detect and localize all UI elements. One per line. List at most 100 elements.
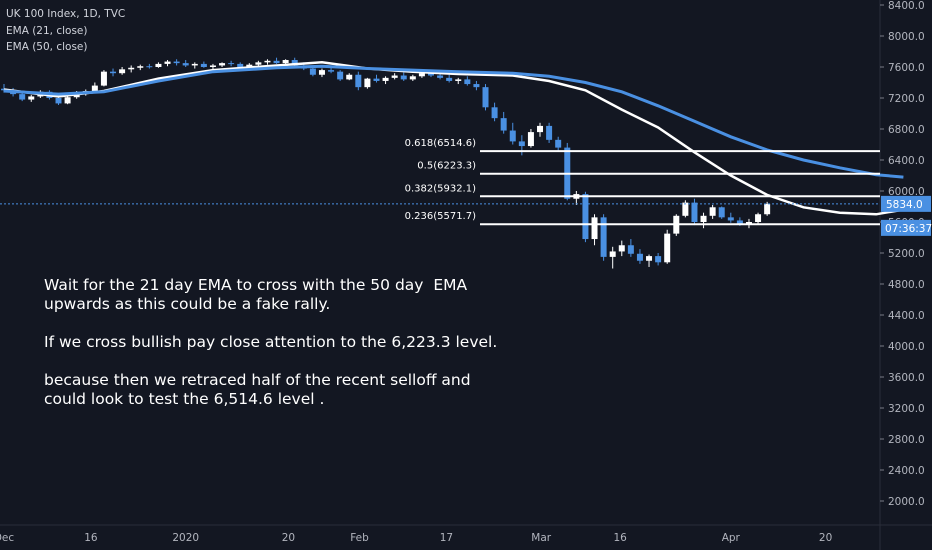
y-tick-label: 3200.0 [888, 403, 925, 415]
annotation-paragraph-2: If we cross bullish pay close attention … [44, 333, 498, 351]
candle-body [28, 96, 35, 100]
candle-body [191, 63, 198, 66]
candle-body [318, 70, 325, 75]
candle-body [264, 60, 271, 63]
candle-body [518, 141, 525, 147]
candle-body [627, 245, 634, 254]
countdown-label: 07:36:37 [885, 223, 932, 235]
ema21-line [3, 61, 904, 216]
candle-body [537, 125, 544, 133]
candle-body [700, 215, 707, 222]
legend-symbol[interactable]: UK 100 Index, 1D, TVC [6, 8, 126, 20]
candle-body [219, 63, 226, 66]
y-tick-label: 6400.0 [888, 155, 925, 167]
candle-body [655, 256, 662, 263]
candle-body [400, 75, 407, 80]
candle-body [682, 202, 689, 216]
candle-body [282, 60, 289, 64]
fib-level-label: 0.618(6514.6) [405, 138, 477, 149]
candle-body [664, 233, 671, 263]
candle-body [546, 125, 553, 140]
annotation-paragraph-1: Wait for the 21 day EMA to cross with th… [44, 276, 468, 313]
candle-body [155, 63, 162, 67]
y-tick-label: 2800.0 [888, 434, 925, 446]
candle-body [709, 207, 716, 216]
candle-body [200, 63, 207, 67]
candle-body [328, 70, 335, 72]
candle-body [618, 245, 625, 252]
candle-body [355, 74, 362, 88]
candle-body [437, 75, 444, 78]
candle-body [146, 66, 153, 68]
candle-body [19, 94, 26, 100]
ema50-line [3, 64, 904, 179]
y-tick-label: 6000.0 [888, 186, 925, 198]
candle-body [555, 139, 562, 148]
candle-body [727, 217, 734, 221]
candle-body [173, 61, 180, 64]
y-tick-label: 8000.0 [888, 31, 925, 43]
x-tick-label: Mar [531, 532, 551, 544]
candle-body [209, 65, 216, 67]
candle-body [636, 253, 643, 261]
countdown-badge [881, 219, 931, 236]
y-tick-label: 6800.0 [888, 124, 925, 136]
candle-body [100, 71, 107, 86]
candle-body [128, 67, 135, 70]
candle-body [500, 118, 507, 131]
y-tick-label: 2400.0 [888, 465, 925, 477]
candle-body [409, 76, 416, 80]
candle-body [427, 73, 434, 76]
candle-body [718, 207, 725, 218]
candle-body [591, 217, 598, 240]
y-tick-label: 4000.0 [888, 341, 925, 353]
last-price-badge [881, 195, 931, 212]
x-tick-label: Dec [0, 532, 14, 544]
candle-body [527, 132, 534, 147]
legend-ema50[interactable]: EMA (50, close) [6, 41, 88, 53]
last-price-label: 5834.0 [886, 199, 923, 211]
fib-level-label: 0.382(5932.1) [405, 183, 477, 194]
candle-body [228, 63, 235, 65]
chart-legend: UK 100 Index, 1D, TVC EMA (21, close) EM… [6, 6, 125, 56]
candle-body [273, 60, 280, 64]
y-tick-label: 4400.0 [888, 310, 925, 322]
candle-body [337, 71, 344, 80]
y-tick-label: 4800.0 [888, 279, 925, 291]
x-tick-label: 16 [84, 532, 98, 544]
candle-body [464, 79, 471, 85]
candle-body [291, 60, 298, 66]
candle-body [119, 69, 126, 74]
candle-body [309, 68, 316, 75]
candle-body [509, 130, 516, 142]
y-tick-label: 5200.0 [888, 248, 925, 260]
candle-body [55, 98, 62, 104]
chart-annotation-text: Wait for the 21 day EMA to cross with th… [44, 276, 497, 428]
candle-body [391, 75, 398, 78]
candle-body [346, 74, 353, 80]
fib-level-label: 0.5(6223.3) [417, 161, 476, 172]
candle-body [237, 63, 244, 67]
candle-body [182, 63, 189, 66]
candle-body [745, 222, 752, 224]
candle-body [373, 78, 380, 81]
candle-body [246, 64, 253, 67]
candle-body [137, 66, 144, 68]
y-tick-label: 2000.0 [888, 496, 925, 508]
x-tick-label: 17 [440, 532, 453, 544]
y-tick-label: 7600.0 [888, 62, 925, 74]
candle-body [691, 202, 698, 222]
candle-body [609, 251, 616, 257]
x-tick-label: Feb [350, 532, 369, 544]
candle-body [755, 214, 762, 222]
candle-body [64, 97, 71, 104]
candle-body [1, 88, 7, 91]
candle-body [582, 194, 589, 240]
x-tick-label: 16 [614, 532, 628, 544]
candle-body [364, 78, 371, 88]
candle-body [91, 85, 98, 92]
y-tick-label: 8400.0 [888, 0, 925, 12]
legend-ema21[interactable]: EMA (21, close) [6, 24, 88, 37]
